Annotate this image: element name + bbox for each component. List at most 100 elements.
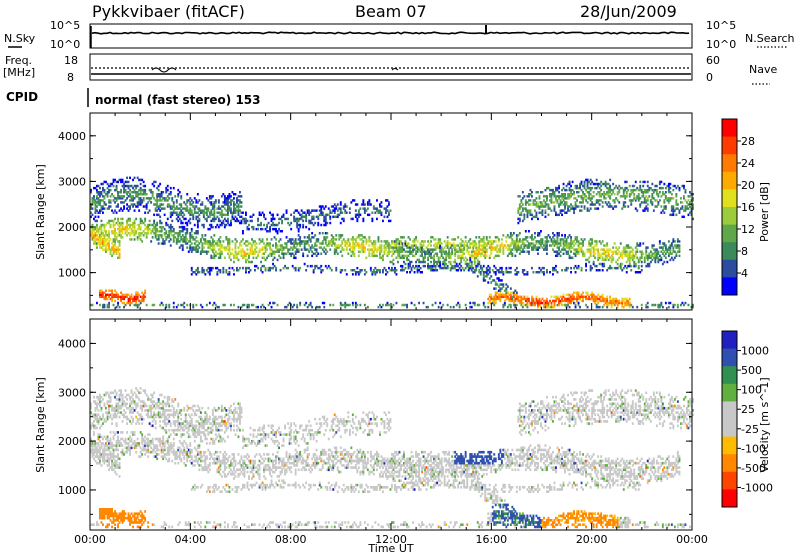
- power-echo-cell: [675, 252, 678, 255]
- power-echo-cell: [431, 248, 434, 251]
- power-echo-cell: [211, 256, 214, 260]
- power-echo-cell: [499, 291, 502, 294]
- power-echo-cell: [108, 295, 110, 299]
- power-echo-cell: [315, 254, 318, 258]
- power-echo-cell: [669, 301, 672, 305]
- power-echo-cell: [189, 197, 192, 200]
- power-echo-cell: [169, 213, 172, 217]
- power-echo-cell: [156, 221, 159, 225]
- power-echo-cell: [181, 244, 184, 247]
- power-echo-cell: [230, 211, 232, 214]
- power-echo-cell: [470, 254, 473, 258]
- power-echo-cell: [535, 297, 538, 301]
- power-echo-cell: [428, 252, 431, 255]
- power-echo-cell: [574, 301, 577, 305]
- power-echo-cell: [99, 295, 101, 299]
- power-echo-cell: [148, 209, 151, 212]
- power-echo-cell: [311, 232, 314, 235]
- power-echo-cell: [613, 201, 616, 204]
- power-echo-cell: [162, 238, 165, 241]
- power-echo-cell: [562, 197, 565, 200]
- power-echo-cell: [657, 256, 660, 260]
- power-echo-cell: [550, 199, 553, 202]
- power-echo-cell: [630, 254, 633, 258]
- power-echo-cell: [552, 236, 554, 239]
- power-echo-cell: [118, 254, 121, 258]
- power-echo-cell: [103, 240, 106, 243]
- power-echo-cell: [609, 186, 612, 190]
- power-echo-cell: [386, 303, 389, 307]
- power-echo-cell: [505, 293, 508, 297]
- power-echo-cell: [136, 227, 139, 231]
- power-echo-cell: [475, 264, 478, 268]
- power-echo-cell: [225, 209, 228, 212]
- power-echo-cell: [524, 244, 527, 247]
- power-echo-cell: [630, 246, 633, 249]
- power-echo-cell: [577, 195, 580, 198]
- power-echo-cell: [552, 269, 554, 272]
- power-echo-cell: [151, 227, 154, 231]
- power-echo-cell: [588, 197, 591, 200]
- power-echo-cell: [377, 236, 380, 239]
- power-echo-cell: [296, 223, 299, 227]
- power-echo-cell: [255, 250, 258, 253]
- power-echo-cell: [282, 246, 285, 249]
- power-echo-cell: [591, 297, 594, 301]
- power-echo-cell: [678, 186, 681, 190]
- power-echo-cell: [362, 242, 365, 245]
- power-echo-cell: [476, 260, 479, 264]
- power-echo-cell: [126, 219, 128, 223]
- power-echo-cell: [601, 205, 604, 208]
- power-echo-cell: [497, 248, 500, 251]
- power-echo-cell: [570, 295, 572, 299]
- power-echo-cell: [627, 264, 630, 268]
- power-echo-cell: [658, 254, 661, 258]
- power-echo-cell: [108, 205, 110, 208]
- power-echo-cell: [609, 295, 612, 299]
- power-echo-cell: [412, 240, 414, 243]
- power-echo-cell: [497, 293, 500, 297]
- power-echo-cell: [549, 195, 551, 198]
- power-echo-cell: [388, 203, 390, 206]
- power-echo-cell: [293, 303, 296, 307]
- power-echo-cell: [415, 250, 417, 253]
- power-echo-cell: [610, 258, 613, 262]
- power-echo-cell: [189, 236, 192, 239]
- power-echo-cell: [220, 250, 223, 253]
- power-echo-cell: [270, 250, 273, 253]
- power-echo-cell: [646, 209, 649, 212]
- power-echo-cell: [619, 262, 622, 266]
- power-echo-cell: [518, 252, 521, 255]
- power-echo-cell: [242, 303, 244, 307]
- power-echo-cell: [555, 188, 557, 192]
- power-echo-cell: [418, 260, 420, 264]
- power-echo-cell: [139, 188, 142, 192]
- power-echo-cell: [597, 254, 600, 258]
- power-echo-cell: [117, 219, 119, 223]
- power-echo-cell: [448, 250, 451, 253]
- power-echo-cell: [111, 232, 113, 235]
- power-echo-cell: [371, 271, 374, 274]
- power-echo-cell: [657, 305, 660, 309]
- power-echo-cell: [270, 248, 273, 251]
- power-echo-cell: [555, 295, 557, 299]
- power-echo-cell: [249, 260, 252, 264]
- power-echo-cell: [227, 199, 229, 202]
- power-echo-cell: [607, 248, 610, 251]
- power-echo-cell: [451, 250, 454, 253]
- power-echo-cell: [345, 248, 348, 251]
- power-echo-cell: [103, 244, 106, 247]
- power-echo-cell: [482, 236, 485, 239]
- power-echo-cell: [186, 209, 189, 212]
- power-echo-cell: [336, 203, 339, 206]
- power-echo-cell: [579, 201, 581, 204]
- power-echo-cell: [583, 186, 586, 190]
- power-echo-cell: [511, 238, 514, 241]
- power-echo-cell: [645, 188, 648, 192]
- power-echo-cell: [553, 305, 556, 309]
- power-echo-cell: [460, 254, 463, 258]
- power-echo-cell: [154, 234, 157, 237]
- power-echo-cell: [201, 242, 204, 245]
- power-echo-cell: [505, 289, 508, 292]
- power-echo-cell: [400, 248, 402, 251]
